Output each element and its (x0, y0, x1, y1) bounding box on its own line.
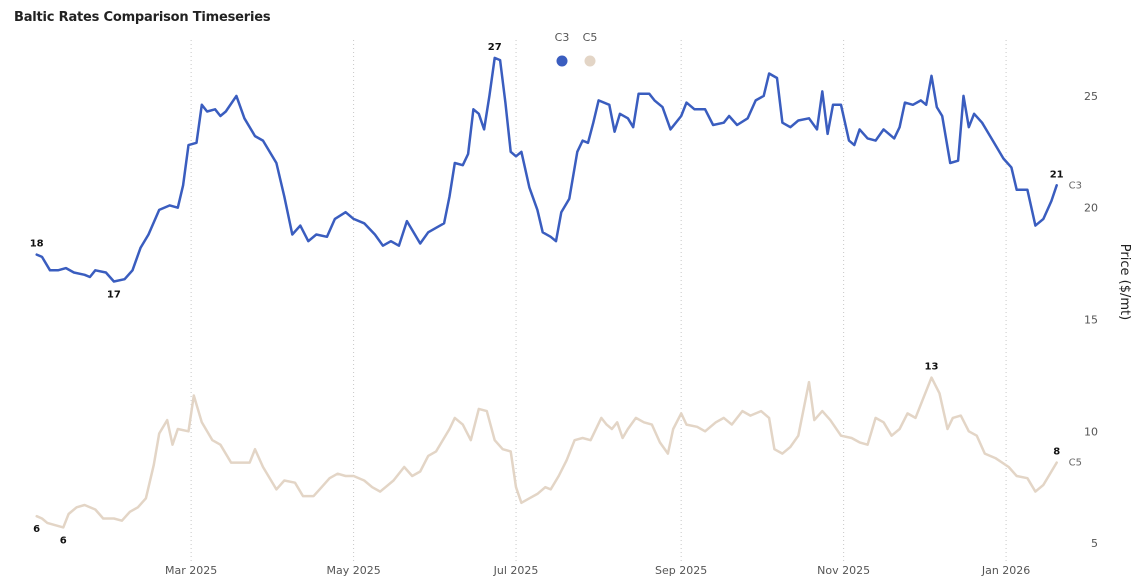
legend[interactable]: C3 C5 (555, 31, 598, 67)
legend-label: C3 (555, 31, 570, 44)
x-tick-label: Jan 2026 (981, 564, 1030, 577)
y-tick-label: 15 (1084, 313, 1098, 326)
legend-marker (584, 55, 596, 67)
data-label: 17 (107, 289, 121, 300)
y-tick-label: 10 (1084, 425, 1098, 438)
y-axis-title: Price ($/mt) (1117, 244, 1132, 320)
chart-title: Baltic Rates Comparison Timeseries (14, 10, 271, 25)
y-tick-label: 5 (1091, 537, 1098, 550)
x-tick-label: Jul 2025 (493, 564, 539, 577)
data-labels: 18 17 27 21 C3 6 6 13 8 C5 (30, 42, 1082, 547)
data-label: 13 (925, 362, 939, 373)
data-label: 18 (30, 239, 44, 250)
data-label: 21 (1050, 169, 1064, 180)
data-label: 6 (33, 524, 40, 535)
gridlines (190, 40, 1007, 562)
series-line-c3 (35, 56, 1058, 283)
series-end-label: C3 (1069, 180, 1082, 191)
x-tick-label: May 2025 (326, 564, 380, 577)
y-tick-label: 25 (1084, 90, 1098, 103)
legend-label: C5 (583, 31, 598, 44)
series-end-label: C5 (1069, 458, 1082, 469)
legend-marker (556, 55, 568, 67)
series-group (35, 56, 1058, 529)
x-tick-label: Sep 2025 (655, 564, 707, 577)
series-line-c5 (35, 376, 1058, 529)
x-tick-label: Nov 2025 (817, 564, 870, 577)
data-label: 6 (60, 535, 67, 546)
data-label: 8 (1053, 447, 1060, 458)
x-tick-label: Mar 2025 (165, 564, 217, 577)
data-label: 27 (488, 42, 502, 53)
y-tick-label: 20 (1084, 202, 1098, 215)
y-axis: 5 10 15 20 25 (1084, 90, 1098, 550)
x-axis: Mar 2025 May 2025 Jul 2025 Sep 2025 Nov 2025… (165, 564, 1030, 577)
